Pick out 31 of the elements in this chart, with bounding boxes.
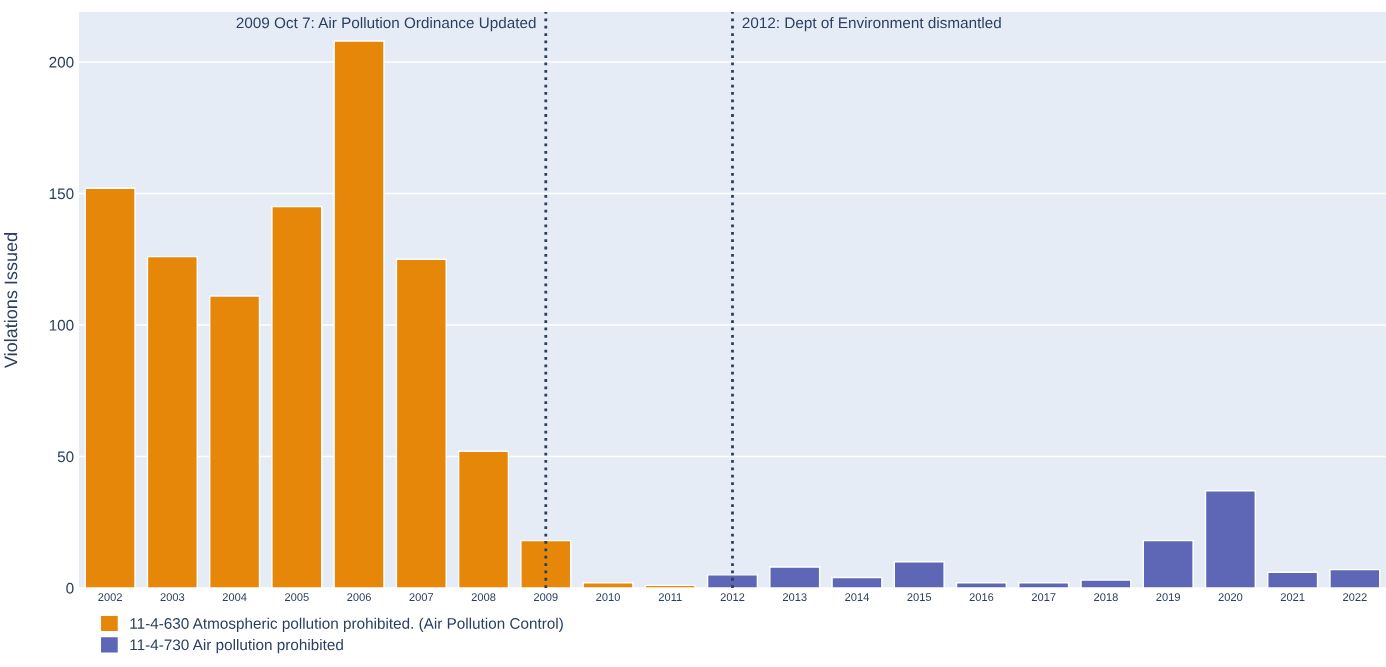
x-tick-label: 2021 <box>1280 593 1305 602</box>
x-tick-label: 2007 <box>409 593 434 602</box>
y-tick-label: 200 <box>49 56 74 68</box>
x-tick-label: 2011 <box>658 593 682 602</box>
x-tick-label: 2006 <box>347 593 371 602</box>
y-tick-label: 150 <box>49 188 74 200</box>
x-tick-label: 2019 <box>1156 593 1180 602</box>
y-tick-label: 0 <box>66 582 74 594</box>
ref-line-label: 2009 Oct 7: Air Pollution Ordinance Updated <box>236 17 536 32</box>
x-tick-label: 2003 <box>160 593 185 602</box>
x-tick-label: 2016 <box>969 593 994 602</box>
x-tick-label: 2010 <box>596 593 620 602</box>
x-tick-label: 2014 <box>845 593 870 602</box>
x-tick-label: 2008 <box>471 593 496 602</box>
y-tick-label: 50 <box>57 451 74 463</box>
x-tick-label: 2002 <box>98 593 122 602</box>
y-axis-title: Violations Issued <box>4 233 18 369</box>
x-tick-label: 2015 <box>907 593 932 602</box>
y-tick-label: 100 <box>49 319 74 331</box>
x-tick-label: 2012 <box>720 593 745 602</box>
x-tick-label: 2020 <box>1218 593 1243 602</box>
x-tick-label: 2013 <box>782 593 807 602</box>
x-tick-label: 2017 <box>1031 593 1056 602</box>
ref-line-label: 2012: Dept of Environment dismantled <box>742 17 1001 32</box>
legend-label: 11-4-630 Atmospheric pollution prohibited. (Air Pollution Control) <box>130 617 563 632</box>
x-tick-label: 2009 <box>533 593 558 602</box>
legend-label: 11-4-730 Air pollution prohibited <box>130 639 343 654</box>
x-tick-label: 2018 <box>1094 593 1118 602</box>
x-tick-label: 2004 <box>222 593 247 602</box>
x-tick-label: 2005 <box>285 593 309 602</box>
x-tick-label: 2022 <box>1343 593 1367 602</box>
